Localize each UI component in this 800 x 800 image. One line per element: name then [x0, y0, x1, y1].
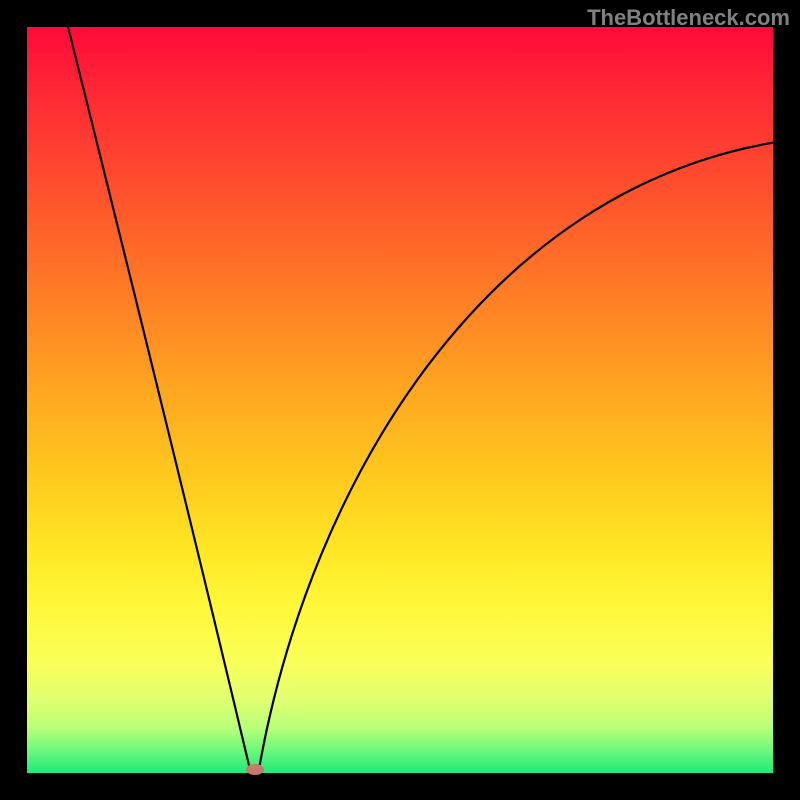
curve-layer — [27, 27, 773, 773]
curve-right-branch — [258, 143, 773, 773]
watermark-text: TheBottleneck.com — [587, 5, 790, 31]
curve-left-branch — [68, 27, 251, 773]
figure-root: TheBottleneck.com — [0, 0, 800, 800]
minimum-marker-dot — [246, 764, 264, 775]
